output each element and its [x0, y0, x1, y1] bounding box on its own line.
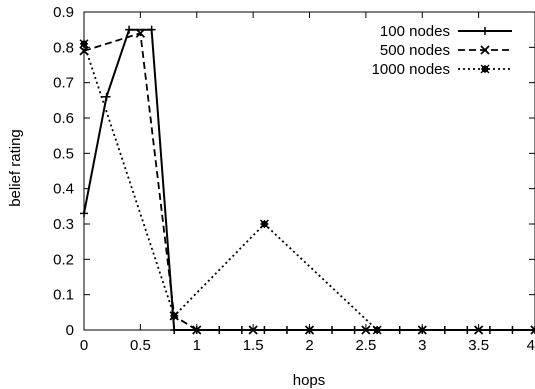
x-tick-label: 1: [193, 337, 201, 354]
data-point-500-nodes: [192, 325, 202, 335]
series-line-500-nodes: [83, 32, 535, 331]
marker-stroke: [248, 325, 258, 335]
y-axis-label: belief rating: [7, 129, 24, 207]
x-tick-label: 2: [305, 337, 313, 354]
data-point-100-nodes: [102, 92, 111, 101]
y-tick-label: 0.7: [53, 75, 74, 92]
x-tick-label: 3.5: [468, 337, 489, 354]
legend-label: 1000 nodes: [372, 61, 450, 78]
legend-label: 500 nodes: [380, 42, 450, 59]
series-100-nodes: [80, 25, 535, 334]
legend-item-1000-nodes: 1000 nodes: [372, 61, 512, 78]
y-tick-label: 0.2: [53, 251, 74, 268]
y-tick-label: 0.9: [53, 4, 74, 21]
data-point-1000-nodes: [372, 325, 382, 335]
marker-stroke: [530, 328, 535, 335]
marker-stroke: [192, 325, 202, 335]
marker-stroke: [361, 325, 371, 335]
series-500-nodes: [79, 28, 535, 335]
data-point-500-nodes: [473, 325, 484, 335]
legend-marker: [480, 45, 490, 55]
data-point-1000-nodes: [169, 311, 179, 321]
x-tick-label: 2.5: [355, 337, 376, 354]
chart-legend: 100 nodes 500 nodes 1000 nodes: [372, 23, 512, 78]
data-point-1000-nodes: [259, 219, 269, 229]
y-tick-label: 0.4: [53, 181, 74, 198]
series-1000-nodes: [79, 39, 382, 335]
legend-item-500-nodes: 500 nodes: [380, 42, 512, 59]
data-point-1000-nodes: [79, 39, 89, 49]
x-tick-label: 0: [80, 337, 88, 354]
data-point-500-nodes: [135, 28, 146, 38]
marker-stroke: [480, 45, 490, 55]
legend-marker: [481, 27, 489, 35]
plot-frame: [83, 11, 535, 331]
y-tick-label: 0.8: [53, 39, 74, 56]
marker-stroke: [79, 46, 89, 56]
series-line-100-nodes: [83, 28, 535, 331]
series-line-1000-nodes: [83, 43, 378, 331]
y-tick-label: 0.3: [53, 216, 74, 233]
legend-marker: [480, 64, 490, 74]
data-point-100-nodes: [147, 25, 156, 34]
chart-axes: 0 0.5 1 1.5 2 2.5 3 3.5 4 0 0.1 0.2 0.3 0.4 0.5 0.6 0.7 0…: [53, 4, 535, 354]
legend-item-100-nodes: 100 nodes: [380, 23, 512, 40]
chart-series: [79, 25, 535, 335]
data-point-500-nodes: [361, 325, 371, 335]
data-point-500-nodes: [304, 325, 315, 335]
legend-label: 100 nodes: [380, 23, 450, 40]
data-point-100-nodes: [80, 209, 88, 218]
x-tick-label: 4: [527, 337, 535, 354]
marker-stroke: [473, 325, 484, 335]
data-point-100-nodes: [125, 25, 134, 34]
marker-stroke: [417, 325, 427, 335]
y-tick-label: 0.1: [53, 287, 74, 304]
marker-stroke: [135, 28, 146, 38]
x-tick-label: 3: [418, 337, 426, 354]
marker-stroke: [304, 325, 315, 335]
y-tick-label: 0.6: [53, 110, 74, 127]
data-point-500-nodes: [248, 325, 258, 335]
y-tick-label: 0: [66, 322, 74, 339]
data-point-500-nodes: [530, 325, 535, 335]
x-tick-label: 1.5: [243, 337, 264, 354]
data-point-100-nodes: [170, 326, 179, 334]
y-tick-label: 0.5: [53, 145, 74, 162]
data-point-500-nodes: [417, 325, 427, 335]
x-tick-label: 0.5: [130, 337, 151, 354]
marker-stroke: [530, 325, 535, 332]
x-axis-label: hops: [293, 372, 326, 389]
